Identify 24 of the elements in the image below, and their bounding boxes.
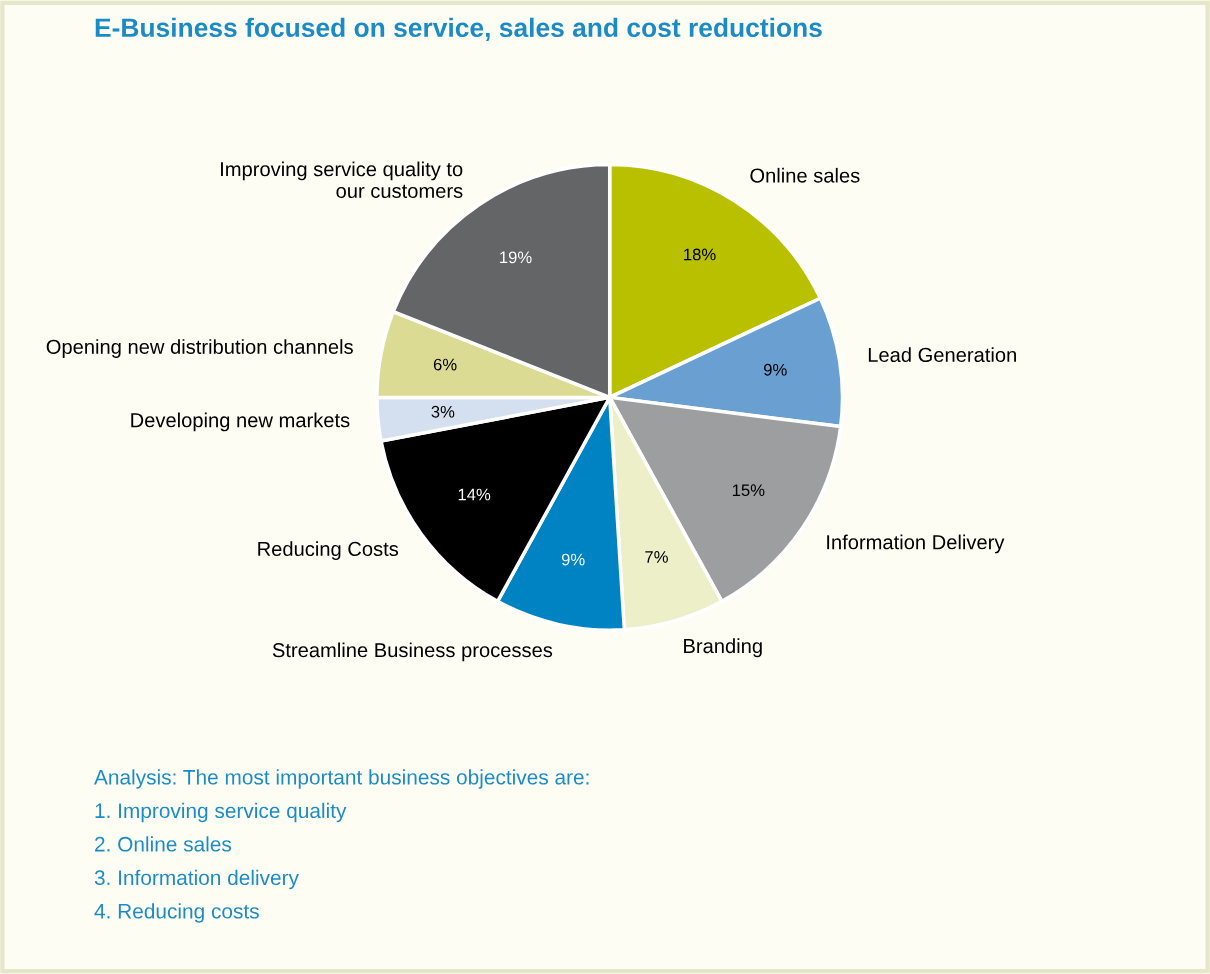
data-label: 9% xyxy=(764,363,787,376)
slice-label: Streamline Business processes xyxy=(272,642,553,662)
data-label: 6% xyxy=(433,358,457,371)
slice-label: Online sales xyxy=(750,167,860,183)
slice-label: Reducing Costs xyxy=(258,541,399,561)
data-label: 15% xyxy=(732,484,765,497)
data-label: 14% xyxy=(458,488,491,501)
slice-label: Branding xyxy=(684,638,762,658)
data-label: 7% xyxy=(645,551,668,563)
slice-label: Lead Generation xyxy=(868,347,1016,363)
text: 3. Information delivery xyxy=(94,869,299,890)
slice-label: Improving service quality to our customers xyxy=(221,161,463,199)
text: 2. Online sales xyxy=(95,836,232,852)
slice-label: Information Delivery xyxy=(827,534,1005,554)
data-label: 9% xyxy=(561,553,585,566)
text: Analysis: The most important business objectives are: xyxy=(94,769,589,789)
slice-label: Developing new markets xyxy=(131,412,350,432)
data-label: 3% xyxy=(431,405,455,418)
text: 1. Improving service quality xyxy=(95,802,347,823)
slice-label: Opening new distribution channels xyxy=(46,339,353,358)
text: 4. Reducing costs xyxy=(94,903,259,923)
data-label: 18% xyxy=(684,248,716,261)
data-label: 19% xyxy=(500,251,532,264)
chart-title: E-Business focused on service, sales and cost reductions xyxy=(95,17,822,41)
